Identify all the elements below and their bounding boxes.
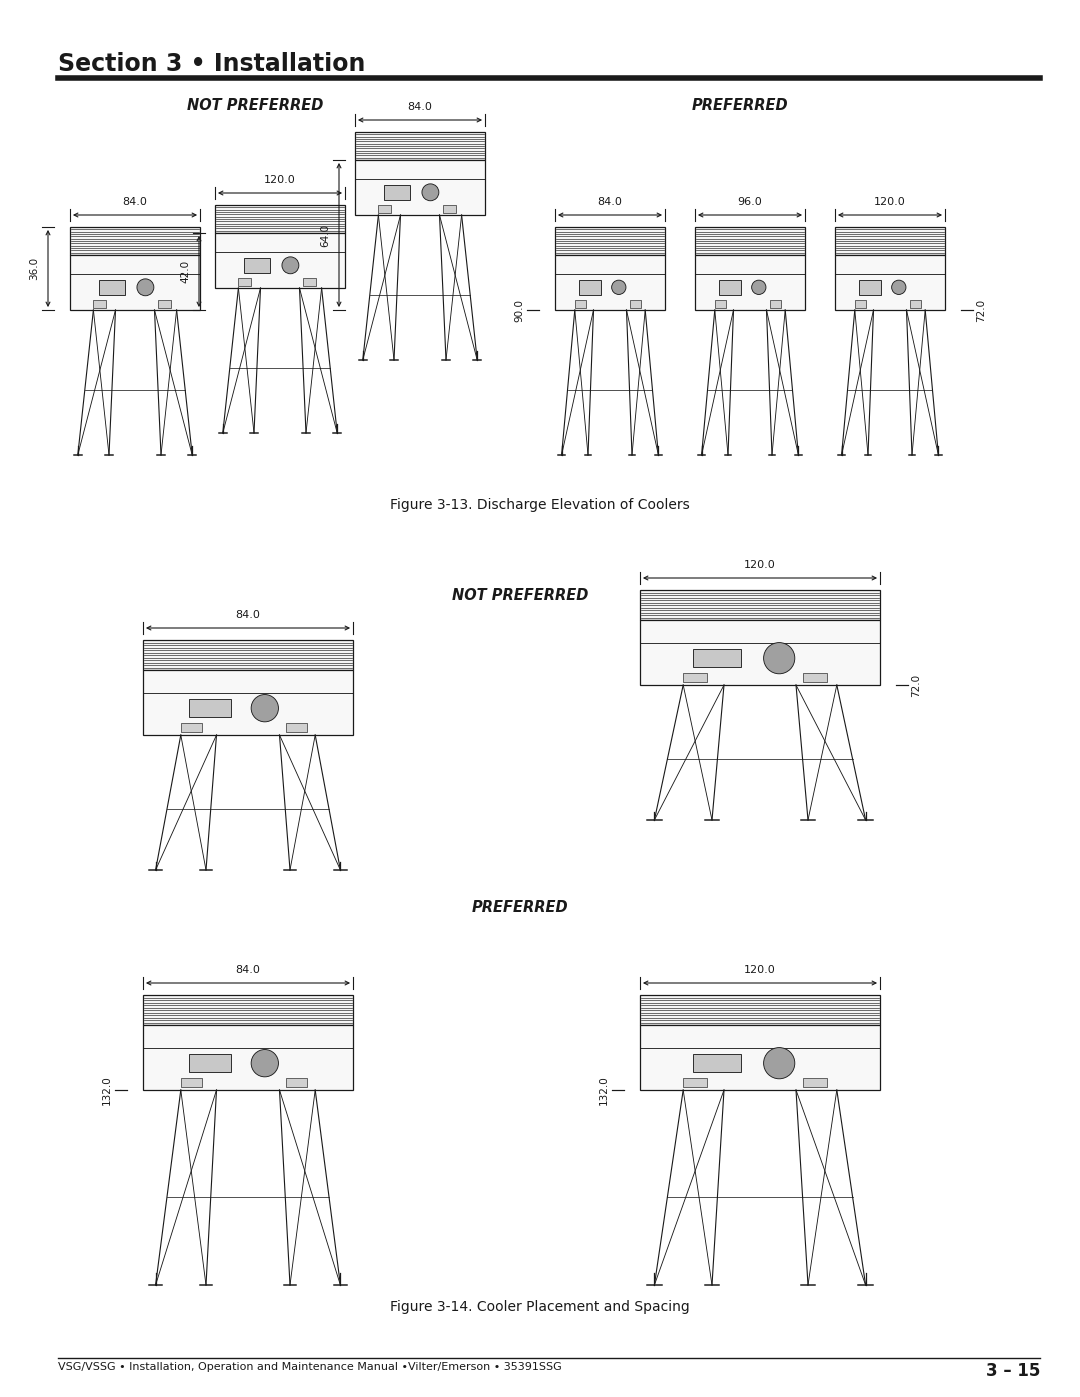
- Text: NOT PREFERRED: NOT PREFERRED: [187, 98, 323, 113]
- Bar: [215, 233, 345, 288]
- Bar: [180, 724, 202, 732]
- Bar: [640, 590, 880, 620]
- Text: Figure 3-13. Discharge Elevation of Coolers: Figure 3-13. Discharge Elevation of Cool…: [390, 497, 690, 511]
- Text: 132.0: 132.0: [102, 1076, 112, 1105]
- Bar: [159, 300, 172, 307]
- Text: NOT PREFERRED: NOT PREFERRED: [451, 588, 589, 604]
- Text: 3 – 15: 3 – 15: [986, 1362, 1040, 1380]
- Bar: [804, 1078, 827, 1087]
- Bar: [143, 995, 353, 1025]
- Text: 84.0: 84.0: [597, 197, 622, 207]
- Bar: [640, 620, 880, 685]
- Circle shape: [611, 281, 626, 295]
- Bar: [555, 226, 665, 256]
- Bar: [355, 131, 485, 161]
- Bar: [684, 1078, 707, 1087]
- Circle shape: [892, 281, 906, 295]
- Text: 72.0: 72.0: [912, 673, 921, 697]
- Bar: [835, 256, 945, 310]
- Circle shape: [764, 1048, 795, 1078]
- Bar: [770, 300, 781, 307]
- Bar: [854, 300, 866, 307]
- Text: 84.0: 84.0: [122, 197, 148, 207]
- Text: 72.0: 72.0: [976, 299, 986, 321]
- Text: 120.0: 120.0: [744, 560, 775, 570]
- Bar: [244, 257, 270, 272]
- Text: Section 3 • Installation: Section 3 • Installation: [58, 52, 365, 75]
- Bar: [719, 279, 741, 295]
- Bar: [70, 256, 200, 310]
- Bar: [860, 279, 881, 295]
- Text: 120.0: 120.0: [874, 197, 906, 207]
- Bar: [98, 279, 124, 295]
- Text: 84.0: 84.0: [235, 610, 260, 620]
- Text: 42.0: 42.0: [180, 260, 190, 284]
- Text: 84.0: 84.0: [407, 102, 432, 112]
- Text: PREFERRED: PREFERRED: [691, 98, 788, 113]
- Circle shape: [282, 257, 299, 274]
- Bar: [640, 995, 880, 1025]
- Text: 36.0: 36.0: [29, 257, 39, 279]
- Text: PREFERRED: PREFERRED: [472, 900, 568, 915]
- Bar: [286, 724, 307, 732]
- Bar: [189, 1055, 231, 1073]
- Text: VSG/VSSG • Installation, Operation and Maintenance Manual •Vilter/Emerson • 3539: VSG/VSSG • Installation, Operation and M…: [58, 1362, 562, 1372]
- Bar: [189, 698, 231, 717]
- Bar: [444, 205, 457, 212]
- Circle shape: [422, 184, 438, 201]
- Bar: [143, 1025, 353, 1090]
- Bar: [835, 226, 945, 256]
- Bar: [70, 226, 200, 256]
- Bar: [696, 226, 805, 256]
- Bar: [579, 279, 602, 295]
- Text: 90.0: 90.0: [514, 299, 524, 321]
- Bar: [640, 1025, 880, 1090]
- Bar: [692, 650, 741, 668]
- Bar: [378, 205, 391, 212]
- Circle shape: [752, 281, 766, 295]
- Bar: [696, 256, 805, 310]
- Text: 132.0: 132.0: [599, 1076, 609, 1105]
- Bar: [180, 1078, 202, 1087]
- Text: 64.0: 64.0: [320, 224, 330, 246]
- Circle shape: [764, 643, 795, 673]
- Text: 96.0: 96.0: [738, 197, 762, 207]
- Bar: [239, 278, 252, 286]
- Bar: [909, 300, 921, 307]
- Bar: [555, 256, 665, 310]
- Text: 120.0: 120.0: [265, 175, 296, 184]
- Circle shape: [252, 694, 279, 722]
- Bar: [575, 300, 585, 307]
- Bar: [684, 673, 707, 682]
- Bar: [715, 300, 726, 307]
- Text: 84.0: 84.0: [235, 965, 260, 975]
- Bar: [804, 673, 827, 682]
- Circle shape: [252, 1049, 279, 1077]
- Text: Figure 3-14. Cooler Placement and Spacing: Figure 3-14. Cooler Placement and Spacin…: [390, 1301, 690, 1315]
- Bar: [143, 671, 353, 735]
- Bar: [143, 640, 353, 671]
- Bar: [93, 300, 107, 307]
- Bar: [355, 161, 485, 215]
- Text: 120.0: 120.0: [744, 965, 775, 975]
- Bar: [215, 205, 345, 233]
- Bar: [286, 1078, 307, 1087]
- Bar: [630, 300, 640, 307]
- Bar: [692, 1055, 741, 1073]
- Circle shape: [137, 279, 153, 296]
- Bar: [383, 184, 409, 200]
- Bar: [303, 278, 316, 286]
